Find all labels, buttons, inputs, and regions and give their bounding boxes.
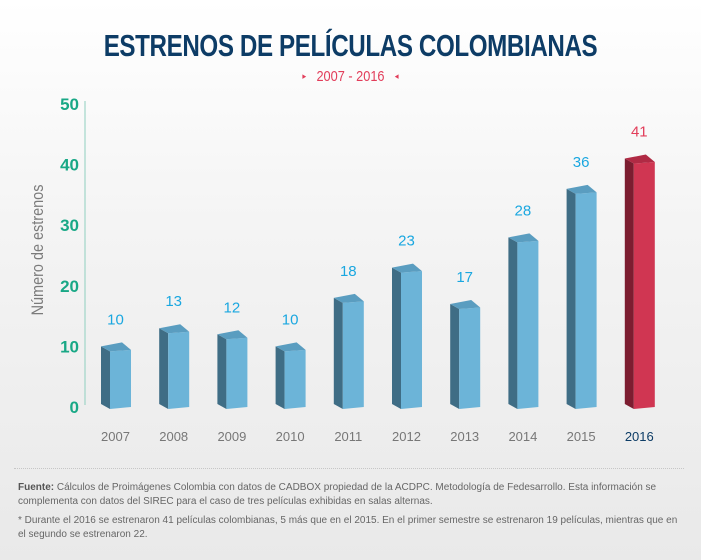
data-label: 17 — [456, 269, 473, 286]
arrow-right-icon: ▸ — [302, 71, 307, 81]
footer-divider — [14, 468, 684, 469]
bar — [575, 192, 597, 409]
bar-side — [333, 297, 343, 409]
bar — [342, 301, 364, 409]
bar-top — [566, 184, 597, 194]
source-text: Cálculos de Proimágenes Colombia con dat… — [18, 482, 657, 507]
bar-side — [508, 237, 518, 409]
bar-top — [217, 330, 248, 340]
bar — [517, 240, 539, 409]
data-labels: 10 13 12 10 18 23 17 28 36 41 — [107, 124, 647, 329]
bar-chart: 0 10 20 30 40 50 Número de estrenos 10 13 12 10 18… — [29, 95, 655, 444]
bar-side — [217, 334, 227, 409]
subtitle-text: 2007 - 2016 — [316, 68, 385, 85]
y-axis: 0 10 20 30 40 50 Número de estrenos — [29, 95, 86, 417]
data-label: 41 — [631, 124, 648, 141]
data-label: 10 — [107, 311, 124, 328]
bar — [284, 349, 306, 409]
x-tick-label: 2013 — [450, 429, 479, 444]
y-tick-label: 30 — [60, 216, 79, 235]
bar-top — [508, 233, 539, 243]
source-note: Fuente: Cálculos de Proimágenes Colombia… — [18, 481, 683, 509]
bar-top — [333, 293, 364, 303]
footnote: * Durante el 2016 se estrenaron 41 pelíc… — [18, 515, 678, 540]
y-tick-label: 0 — [70, 398, 79, 417]
bar-top — [624, 154, 655, 164]
x-tick-label: 2016 — [625, 429, 654, 444]
chart-subtitle: ▸ 2007 - 2016 ◂ — [53, 68, 649, 85]
bar — [168, 331, 190, 409]
bar — [633, 162, 655, 409]
x-axis-labels: 2007 2008 2009 2010 2011 2012 2013 2014 2015 2016 — [101, 429, 654, 444]
bar-side — [566, 188, 576, 409]
bar-side — [101, 346, 110, 409]
bar-side — [392, 267, 401, 409]
x-tick-label: 2009 — [217, 429, 246, 444]
bar — [401, 271, 422, 409]
chart-title: ESTRENOS DE PELÍCULAS COLOMBIANAS — [103, 28, 598, 63]
y-tick-label: 20 — [60, 277, 79, 296]
data-label: 36 — [573, 154, 590, 171]
bar-top — [392, 263, 422, 273]
y-tick-label: 50 — [60, 95, 79, 114]
bar — [459, 307, 481, 409]
data-label: 28 — [515, 202, 532, 219]
x-tick-label: 2014 — [508, 429, 537, 444]
x-tick-label: 2007 — [101, 429, 130, 444]
x-tick-label: 2015 — [567, 429, 596, 444]
bar-top — [275, 342, 306, 352]
x-tick-label: 2012 — [392, 429, 421, 444]
arrow-left-icon: ◂ — [394, 71, 399, 81]
y-tick-label: 10 — [60, 337, 79, 356]
data-label: 12 — [224, 299, 241, 316]
y-axis-title: Número de estrenos — [29, 184, 47, 315]
bar-side — [624, 158, 634, 409]
bar-side — [450, 303, 460, 409]
x-tick-label: 2010 — [276, 429, 305, 444]
data-label: 23 — [398, 233, 415, 250]
bars — [101, 154, 655, 409]
bar-side — [275, 346, 285, 409]
data-label: 10 — [282, 311, 299, 328]
bar-side — [159, 328, 169, 409]
bar-top — [101, 342, 131, 352]
x-tick-label: 2008 — [159, 429, 188, 444]
data-label: 18 — [340, 263, 357, 280]
data-label: 13 — [165, 293, 182, 310]
bar — [110, 349, 131, 409]
bar-top — [159, 324, 190, 334]
bar-top — [450, 299, 481, 309]
y-tick-label: 40 — [60, 156, 79, 175]
source-label: Fuente: — [18, 482, 55, 493]
bar — [226, 337, 248, 409]
x-tick-label: 2011 — [334, 429, 362, 444]
